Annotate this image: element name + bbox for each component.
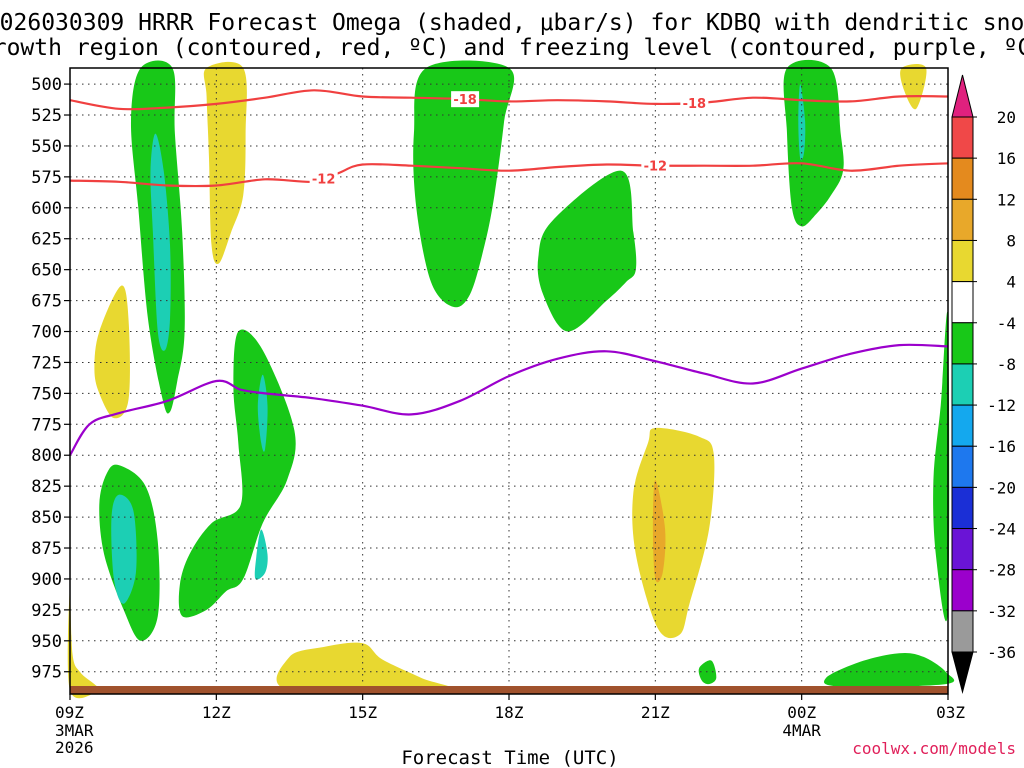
y-tick-label: 775 [31, 415, 62, 435]
x-tick-label: 03Z [936, 703, 965, 722]
omega-green-mid [537, 170, 637, 332]
colorbar-label: -4 [997, 314, 1016, 333]
omega-green-mid-upper [413, 60, 515, 308]
colorbar-segment [951, 116, 974, 159]
contour-label-bg [641, 157, 670, 174]
grid-layer [70, 68, 948, 694]
colorbar-label: -20 [987, 478, 1016, 497]
x-tick-label: 15Z [348, 703, 377, 722]
colorbar-label: -12 [987, 396, 1016, 415]
omega-yellow-low [276, 642, 453, 694]
y-tick-label: 675 [31, 292, 62, 312]
y-tick-label: 575 [31, 168, 62, 188]
colorbar-label: 16 [997, 149, 1016, 168]
colorbar-segment [951, 528, 974, 571]
y-tick-label: 950 [31, 632, 62, 652]
y-tick-label: 500 [31, 75, 62, 95]
credit-text: coolwx.com/models [852, 739, 1016, 758]
contour-label: -18 [453, 93, 477, 108]
colorbar-segment [951, 445, 974, 488]
colorbar-label: -36 [987, 643, 1016, 662]
y-tick-label: 725 [31, 353, 62, 373]
omega-yellow-upper-right [900, 63, 927, 110]
colorbar-segment [951, 363, 974, 406]
colorbar-segment [951, 486, 974, 530]
colorbar-segment [951, 157, 974, 200]
colorbar: 20 16 12 8 4 -4 -8 -12 -16 -20 -24 -28 -32 -36 [951, 74, 1016, 694]
contour--18c-isotherm [69, 89, 949, 111]
omega-teal-mid-low-b [254, 529, 268, 580]
omega-green-small [698, 660, 717, 685]
colorbar-segment [951, 569, 974, 612]
y-tick-label: 925 [31, 601, 62, 621]
y-tick-label: 700 [31, 323, 62, 343]
colorbar-under-triangle [951, 651, 974, 694]
ground-surface [70, 686, 948, 694]
colorbar-label: -28 [987, 561, 1016, 580]
contour-label-bg [309, 170, 338, 187]
y-tick-label: 550 [31, 137, 62, 157]
omega-green-right-low [823, 652, 955, 687]
omega-yellow-upper-left [203, 61, 247, 265]
colorbar-segment [951, 322, 974, 365]
colorbar-label: -32 [987, 602, 1016, 621]
y-tick-label: 800 [31, 446, 62, 466]
contour-0c-freezing-level [69, 343, 949, 456]
colorbar-label: -24 [987, 520, 1016, 539]
x-tick-sublabel: 2026 [55, 738, 94, 757]
y-tick-label: 825 [31, 477, 62, 497]
omega-teal-upper-left [150, 133, 171, 351]
x-tick-label: 09Z [55, 703, 84, 722]
x-tick-label: 12Z [202, 703, 231, 722]
omega-shading-layer [67, 59, 955, 699]
omega-yellow-left-edge [67, 584, 101, 699]
y-tick-label: 750 [31, 384, 62, 404]
y-tick-label: 625 [31, 230, 62, 250]
y-tick-label: 975 [31, 663, 62, 683]
y-tick-label: 525 [31, 106, 62, 126]
chart-title-line-2: growth region (contoured, red, ºC) and f… [0, 35, 1024, 61]
y-tick-label: 850 [31, 508, 62, 528]
colorbar-label: 12 [997, 190, 1016, 209]
omega-yellow-left [94, 285, 130, 419]
contour--12c-isotherm [69, 162, 949, 188]
colorbar-label: -8 [997, 355, 1016, 374]
x-tick-sublabel: 3MAR [55, 721, 94, 740]
colorbar-label: 8 [1006, 231, 1016, 250]
contour-label: -12 [312, 172, 336, 187]
x-tick-sublabel: 4MAR [782, 721, 821, 740]
contour-label-bg [680, 94, 709, 111]
omega-green-right-edge [933, 311, 950, 622]
y-tick-label: 650 [31, 261, 62, 281]
x-tick-label: 18Z [495, 703, 524, 722]
y-tick-label: 600 [31, 199, 62, 219]
colorbar-over-triangle [951, 74, 974, 118]
y-tick-label: 900 [31, 570, 62, 590]
x-axis-title: Forecast Time (UTC) [401, 747, 618, 768]
omega-orange-mid-low [652, 480, 666, 583]
colorbar-label: -16 [987, 437, 1016, 456]
colorbar-segment [951, 239, 974, 283]
contour-label: -12 [644, 160, 668, 175]
x-tick-label: 00Z [787, 703, 816, 722]
chart-title-line-1: 2026030309 HRRR Forecast Omega (shaded, … [0, 10, 1024, 36]
omega-yellow-mid-low [632, 427, 715, 639]
x-tick-label: 21Z [641, 703, 670, 722]
y-tick-label: 875 [31, 539, 62, 559]
colorbar-segment [951, 281, 974, 324]
contour-label: -18 [683, 97, 707, 112]
contour-layer: -18 -18 -12 -12 [69, 89, 949, 456]
contour-label-bg [451, 91, 480, 108]
colorbar-segment [951, 610, 974, 653]
omega-teal-left-low [111, 494, 137, 604]
colorbar-label: 20 [997, 108, 1016, 127]
colorbar-segment [951, 404, 974, 447]
colorbar-segment [951, 198, 974, 241]
y-axis-ticks: 500 525 550 575 600 625 650 675 700 725 750 775 800 8… [31, 75, 70, 683]
colorbar-label: 4 [1006, 273, 1016, 292]
